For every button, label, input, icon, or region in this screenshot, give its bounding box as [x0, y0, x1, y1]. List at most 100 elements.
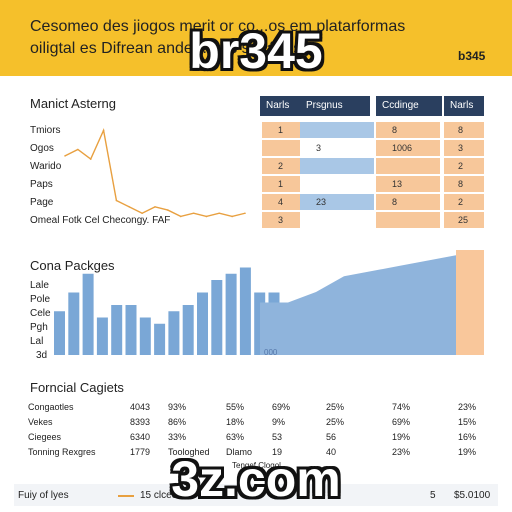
table-cell-value: 13: [392, 179, 403, 189]
financial-cell: 18%: [226, 417, 245, 427]
table-cell-value: 1: [278, 179, 284, 189]
financial-center-label: Tengef Clogol: [232, 461, 281, 470]
market-label-3: Paps: [30, 179, 53, 190]
table-cell-value: 3: [458, 143, 464, 153]
financial-cell: 19%: [458, 447, 477, 457]
table-header-3: Ccdinge: [376, 96, 442, 116]
financial-cell: Dlamo: [226, 447, 253, 457]
market-line-point: [128, 206, 131, 208]
financial-cell: 53: [272, 432, 283, 442]
packages-label-4: Lal: [30, 336, 44, 347]
table-cell: 3: [300, 140, 374, 156]
bar: [54, 311, 65, 355]
footer-amount: $5.0100: [454, 490, 491, 501]
footer-bar: [14, 484, 498, 506]
market-line-point: [115, 199, 118, 202]
header-banner: Cesomeo des jiogos merit or co...os em p…: [0, 0, 512, 76]
bar: [197, 292, 208, 355]
market-line-point: [192, 212, 195, 215]
table-cell: 8: [376, 194, 440, 210]
table-cell-value: 8: [392, 125, 398, 135]
table-cell: 2: [444, 158, 484, 174]
financial-row-label: Tonning Rexgres: [28, 447, 96, 457]
market-label-5: Omeal Fotk Cel Checongy. FAF: [30, 215, 171, 226]
financial-cell: 69%: [392, 417, 411, 427]
market-line-series: [64, 128, 246, 218]
table-cell-value: 2: [458, 197, 464, 207]
financial-cell: 8393: [130, 417, 151, 427]
market-line-point: [154, 206, 156, 208]
market-line-point: [205, 215, 208, 218]
table-cell: [376, 158, 440, 174]
market-line-point: [89, 158, 92, 160]
table-cell: [376, 212, 440, 228]
financial-cell: 1779: [130, 447, 151, 457]
watermark-top: br345: [189, 23, 323, 79]
brand-logo[interactable]: b345: [458, 49, 486, 63]
table-cell-value: 2: [458, 161, 464, 171]
financial-cell: 23%: [458, 402, 477, 412]
table-header-4: Narls: [444, 96, 484, 116]
table-cell: 8: [376, 122, 440, 138]
table-cell-value: 2: [278, 161, 284, 171]
bar-chart-caption: 000: [264, 348, 278, 357]
financial-cell: 74%: [392, 402, 411, 412]
table-cell: 8: [444, 122, 484, 138]
financial-cell: Toologhed: [168, 447, 210, 457]
financial-cell: 9%: [272, 417, 286, 427]
market-line-point: [102, 129, 105, 132]
table-cell: 25: [444, 212, 484, 228]
financial-cell: 86%: [168, 417, 187, 427]
financial-cell: 33%: [168, 432, 187, 442]
financial-cell: 19: [272, 447, 283, 457]
table-cell-value: 8: [458, 125, 464, 135]
financial-cell: 25%: [326, 402, 345, 412]
table-cell-value: 8: [392, 197, 398, 207]
market-line-chart: [64, 128, 246, 218]
bar: [154, 323, 166, 355]
financial-title: Forncial Cagiets: [30, 380, 124, 395]
market-title: Manict Asterng: [30, 96, 116, 111]
financial-cell: 6340: [130, 432, 151, 442]
market-line-point: [218, 212, 221, 215]
table-header-2-label: Prsgnus: [306, 100, 343, 111]
bar: [111, 305, 123, 355]
packages-label-1: Pole: [30, 294, 51, 305]
financial-cell: 19%: [392, 432, 411, 442]
bar: [211, 280, 223, 355]
table-cell-value: 25: [458, 215, 469, 225]
packages-label-5: 3d: [36, 350, 48, 361]
financial-cell: 25%: [326, 417, 345, 427]
table-header-4-label: Narls: [450, 100, 474, 111]
watermark-bottom: 3z.com: [171, 451, 341, 507]
packages-title: Cona Packges: [30, 258, 115, 273]
table-header-1-label: Narls: [266, 100, 290, 111]
table-cell: 1006: [376, 140, 440, 156]
table-header-2: Prsgnus: [300, 96, 370, 116]
market-line-point: [231, 215, 233, 218]
bar: [82, 273, 94, 355]
bar: [139, 317, 151, 355]
market-line-point: [77, 148, 79, 151]
market-line-point: [179, 215, 182, 218]
financial-cell: 55%: [226, 402, 245, 412]
table-cell: 3: [444, 140, 484, 156]
financial-cell: 40: [326, 447, 337, 457]
market-line-point: [167, 209, 169, 211]
table-cell-value: 8: [458, 179, 464, 189]
table-cell: [300, 122, 374, 138]
table-cell: [300, 176, 374, 192]
bar: [96, 317, 108, 355]
footer-mid: 15 clcec: [140, 490, 177, 501]
packages-label-0: Lale: [30, 280, 49, 291]
table-cell: [300, 212, 374, 228]
bar: [168, 311, 180, 355]
market-label-1: Ogos: [30, 143, 54, 154]
market-label-2: Warido: [30, 161, 62, 172]
banner-subheadline: oiligtal es Difrean ander ... os ssuário…: [30, 40, 302, 57]
market-line-point: [141, 212, 143, 215]
table-cell: 13: [376, 176, 440, 192]
bar: [254, 292, 266, 355]
table-header-3-label: Ccdinge: [382, 100, 419, 111]
financial-cell: 15%: [458, 417, 477, 427]
